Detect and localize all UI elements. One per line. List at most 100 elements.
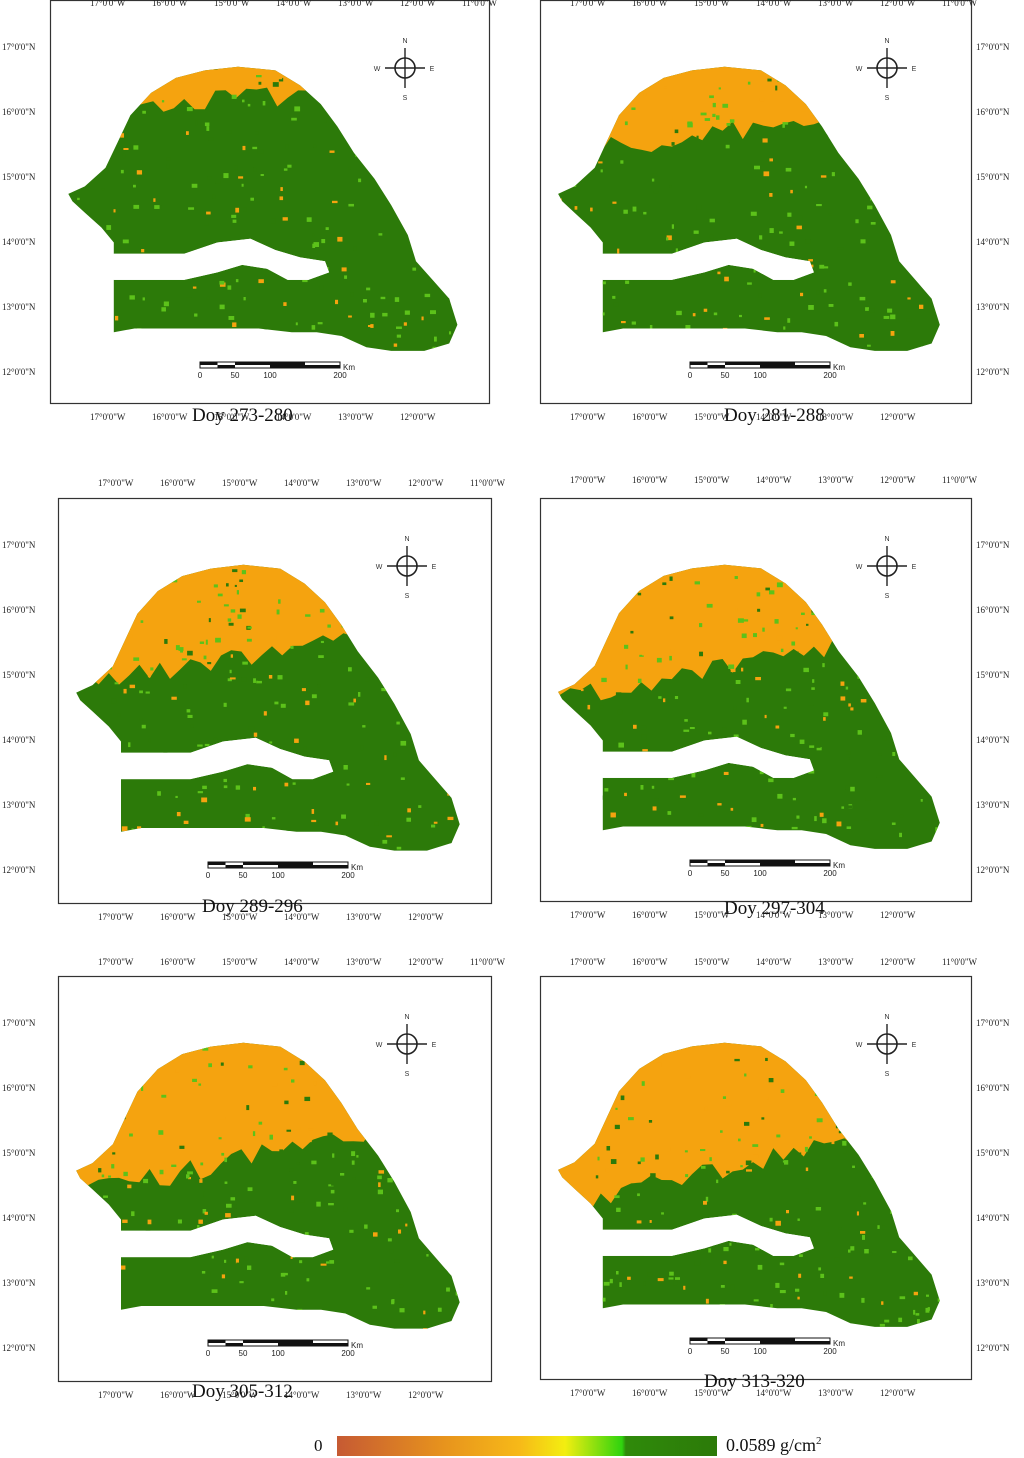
scale-unit: Km (351, 1341, 363, 1350)
lat-label: 16°0'0"N (2, 605, 36, 615)
compass-w-label: W (856, 564, 863, 571)
lat-label: 14°0'0"N (2, 1213, 36, 1223)
lat-label: 17°0'0"N (976, 540, 1010, 550)
lat-label: 12°0'0"N (976, 865, 1010, 875)
legend-min-label: 0 (314, 1436, 323, 1455)
panel-caption: Doy 313-320 (704, 1371, 805, 1392)
scale-label: 100 (263, 371, 277, 380)
lat-label: 12°0'0"N (2, 865, 36, 875)
gambia-cutout (113, 238, 330, 280)
map-panel: N S E W 0 50 100 200 Km (49, 0, 491, 405)
gambia-cutout (121, 737, 334, 780)
scale-unit: Km (351, 863, 363, 872)
lat-label: 15°0'0"N (976, 172, 1010, 182)
legend-max-value: 0.0589 g/cm (726, 1435, 816, 1455)
lat-label: 16°0'0"N (2, 1083, 36, 1093)
scale-label: 200 (333, 371, 347, 380)
lat-label: 12°0'0"N (2, 1343, 36, 1353)
north-arrow-icon: N S E W (856, 38, 917, 102)
lat-label: 13°0'0"N (2, 800, 36, 810)
north-arrow-icon: N S E W (376, 1014, 437, 1078)
scale-label: 0 (688, 371, 693, 380)
compass-e-label: E (432, 564, 437, 571)
scale-label: 100 (753, 1347, 767, 1356)
lat-label: 14°0'0"N (976, 237, 1010, 247)
north-arrow-icon: N S E W (856, 1014, 917, 1078)
lat-label: 15°0'0"N (2, 172, 36, 182)
lat-label: 16°0'0"N (2, 107, 36, 117)
compass-s-label: S (885, 95, 890, 102)
scale-unit: Km (833, 861, 845, 870)
lat-label: 13°0'0"N (2, 1278, 36, 1288)
lat-label: 12°0'0"N (976, 367, 1010, 377)
panel-caption: Doy 273-280 (192, 405, 293, 426)
scale-label: 200 (823, 1347, 837, 1356)
panel-caption: Doy 297-304 (724, 898, 825, 919)
lat-label: 15°0'0"N (976, 670, 1010, 680)
lat-label: 13°0'0"N (976, 302, 1010, 312)
compass-w-label: W (856, 1042, 863, 1049)
lat-label: 14°0'0"N (976, 735, 1010, 745)
compass-w-label: W (376, 564, 383, 571)
scale-unit: Km (833, 363, 845, 372)
colorbar-legend: 0 0.0589 g/cm2 (0, 1430, 1024, 1458)
scale-label: 50 (239, 871, 248, 880)
scale-label: 200 (823, 869, 837, 878)
scale-label: 50 (231, 371, 240, 380)
compass-e-label: E (912, 66, 917, 73)
compass-n-label: N (884, 38, 889, 45)
gambia-cutout (602, 1214, 814, 1256)
lat-label: 14°0'0"N (976, 1213, 1010, 1223)
scale-label: 200 (823, 371, 837, 380)
compass-w-label: W (376, 1042, 383, 1049)
compass-n-label: N (402, 38, 407, 45)
scale-label: 50 (239, 1349, 248, 1358)
lat-label: 14°0'0"N (2, 237, 36, 247)
compass-n-label: N (404, 1014, 409, 1021)
legend-max-label: 0.0589 g/cm2 (726, 1435, 822, 1456)
lat-label: 16°0'0"N (976, 605, 1010, 615)
compass-s-label: S (405, 1071, 410, 1078)
legend-color-ramp (337, 1436, 717, 1456)
scale-label: 100 (271, 1349, 285, 1358)
scale-label: 50 (721, 869, 730, 878)
scale-label: 50 (721, 371, 730, 380)
legend-max-exponent: 2 (816, 1435, 822, 1447)
compass-e-label: E (432, 1042, 437, 1049)
lat-label: 14°0'0"N (2, 735, 36, 745)
north-arrow-icon: N S E W (376, 536, 437, 600)
compass-s-label: S (403, 95, 408, 102)
scale-label: 200 (341, 1349, 355, 1358)
lat-label: 13°0'0"N (2, 302, 36, 312)
scale-label: 0 (206, 871, 211, 880)
lat-label: 17°0'0"N (976, 42, 1010, 52)
lat-label: 12°0'0"N (2, 367, 36, 377)
north-arrow-icon: N S E W (374, 38, 435, 102)
panel-caption: Doy 305-312 (192, 1381, 293, 1402)
lat-label: 17°0'0"N (976, 1018, 1010, 1028)
lat-label: 16°0'0"N (976, 1083, 1010, 1093)
scale-label: 0 (198, 371, 203, 380)
north-arrow-icon: N S E W (856, 536, 917, 600)
lat-label: 13°0'0"N (976, 1278, 1010, 1288)
compass-e-label: E (912, 1042, 917, 1049)
compass-w-label: W (374, 66, 381, 73)
scale-label: 0 (206, 1349, 211, 1358)
compass-n-label: N (884, 536, 889, 543)
gambia-cutout (602, 238, 814, 280)
lat-label: 15°0'0"N (2, 670, 36, 680)
gambia-cutout (602, 736, 814, 778)
gambia-cutout (121, 1215, 334, 1258)
panel-caption: Doy 289-296 (202, 896, 303, 917)
lat-label: 12°0'0"N (976, 1343, 1010, 1353)
compass-n-label: N (884, 1014, 889, 1021)
lat-label: 13°0'0"N (976, 800, 1010, 810)
